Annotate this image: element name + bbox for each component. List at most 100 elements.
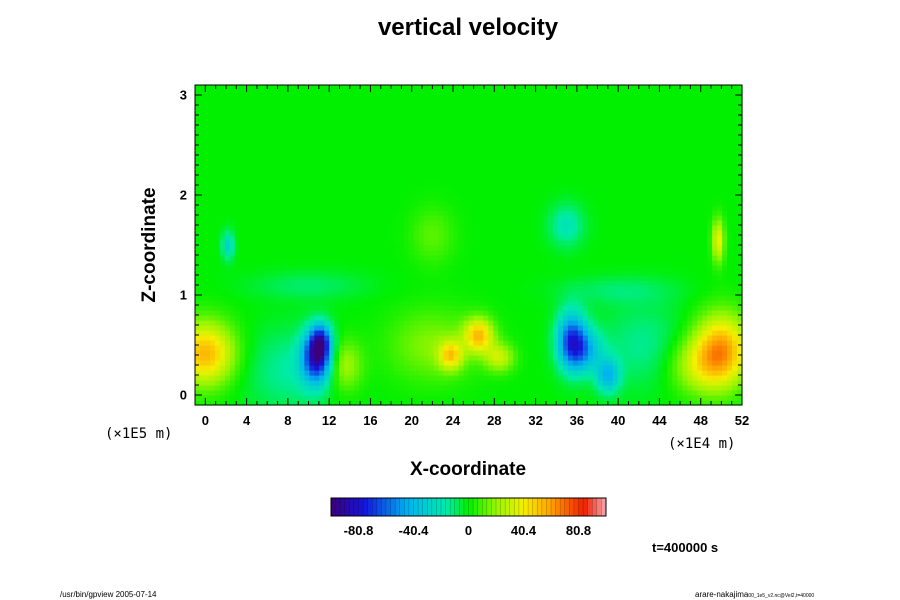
heatmap-cell	[567, 95, 574, 101]
heatmap-cell	[398, 125, 405, 131]
heatmap-cell	[229, 220, 236, 226]
heatmap-cell	[378, 140, 385, 146]
heatmap-cell	[503, 315, 509, 321]
heatmap-cell	[562, 100, 569, 106]
heatmap-cell	[413, 125, 420, 131]
heatmap-cell	[229, 155, 236, 161]
heatmap-cell	[463, 165, 470, 171]
heatmap-cell	[304, 355, 310, 361]
heatmap-cell	[567, 285, 574, 291]
heatmap-cell	[438, 95, 445, 101]
heatmap-cell	[378, 345, 385, 351]
heatmap-cell	[483, 355, 489, 361]
heatmap-cell	[329, 125, 335, 131]
heatmap-cell	[577, 340, 584, 346]
heatmap-cell	[274, 140, 281, 146]
heatmap-cell	[548, 95, 554, 101]
heatmap-cell	[438, 390, 445, 396]
heatmap-cell	[264, 200, 271, 206]
heatmap-cell	[393, 385, 400, 391]
heatmap-cell	[334, 90, 340, 96]
heatmap-cell	[403, 85, 410, 91]
heatmap-cell	[378, 260, 385, 266]
heatmap-cell	[249, 140, 256, 146]
heatmap-cell	[204, 180, 211, 186]
heatmap-cell	[319, 290, 325, 296]
heatmap-cell	[498, 170, 504, 176]
heatmap-cell	[344, 370, 350, 376]
heatmap-cell	[438, 130, 445, 136]
heatmap-cell	[543, 125, 549, 131]
heatmap-cell	[224, 295, 231, 301]
heatmap-cell	[388, 115, 395, 121]
heatmap-cell	[294, 385, 301, 391]
heatmap-cell	[533, 175, 539, 181]
heatmap-cell	[359, 210, 365, 216]
heatmap-cell	[204, 255, 211, 261]
heatmap-cell	[523, 315, 529, 321]
heatmap-cell	[433, 210, 440, 216]
heatmap-cell	[528, 285, 534, 291]
heatmap-cell	[488, 360, 494, 366]
heatmap-cell	[204, 110, 211, 116]
heatmap-cell	[324, 190, 330, 196]
heatmap-cell	[577, 275, 584, 281]
heatmap-cell	[349, 240, 355, 246]
heatmap-cell	[543, 355, 549, 361]
heatmap-cell	[548, 190, 554, 196]
heatmap-cell	[433, 270, 440, 276]
heatmap-cell	[413, 120, 420, 126]
heatmap-cell	[408, 240, 415, 246]
heatmap-cell	[498, 195, 504, 201]
heatmap-cell	[334, 395, 340, 401]
heatmap-cell	[229, 185, 236, 191]
heatmap-cell	[299, 295, 305, 301]
heatmap-cell	[543, 115, 549, 121]
heatmap-cell	[254, 250, 261, 256]
heatmap-cell	[364, 205, 370, 211]
heatmap-cell	[224, 135, 231, 141]
heatmap-cell	[195, 250, 201, 256]
heatmap-cell	[289, 300, 296, 306]
heatmap-cell	[577, 170, 584, 176]
heatmap-cell	[523, 365, 529, 371]
heatmap-cell	[398, 260, 405, 266]
heatmap-cell	[369, 315, 375, 321]
heatmap-cell	[538, 365, 544, 371]
heatmap-cell	[418, 300, 425, 306]
heatmap-cell	[314, 200, 320, 206]
heatmap-cell	[503, 125, 509, 131]
heatmap-cell	[403, 260, 410, 266]
heatmap-cell	[279, 320, 286, 326]
heatmap-cell	[518, 280, 524, 286]
heatmap-cell	[443, 285, 450, 291]
heatmap-cell	[513, 210, 519, 216]
heatmap-cell	[219, 390, 226, 396]
heatmap-cell	[349, 315, 355, 321]
heatmap-cell	[403, 240, 410, 246]
heatmap-cell	[284, 255, 291, 261]
heatmap-cell	[254, 145, 261, 151]
heatmap-cell	[334, 400, 340, 406]
heatmap-cell	[259, 215, 266, 221]
heatmap-cell	[398, 385, 405, 391]
heatmap-cell	[488, 220, 494, 226]
heatmap-cell	[398, 395, 405, 401]
heatmap-cell	[195, 135, 201, 141]
heatmap-cell	[304, 100, 310, 106]
heatmap-cell	[344, 310, 350, 316]
heatmap-cell	[344, 355, 350, 361]
heatmap-cell	[219, 315, 226, 321]
heatmap-cell	[204, 300, 211, 306]
heatmap-cell	[418, 195, 425, 201]
heatmap-cell	[488, 145, 494, 151]
heatmap-cell	[468, 200, 475, 206]
heatmap-cell	[224, 335, 231, 341]
heatmap-cell	[249, 300, 256, 306]
heatmap-cell	[473, 170, 480, 176]
heatmap-cell	[374, 175, 380, 181]
heatmap-cell	[473, 190, 480, 196]
heatmap-cell	[553, 370, 559, 376]
heatmap-cell	[388, 140, 395, 146]
heatmap-cell	[438, 300, 445, 306]
